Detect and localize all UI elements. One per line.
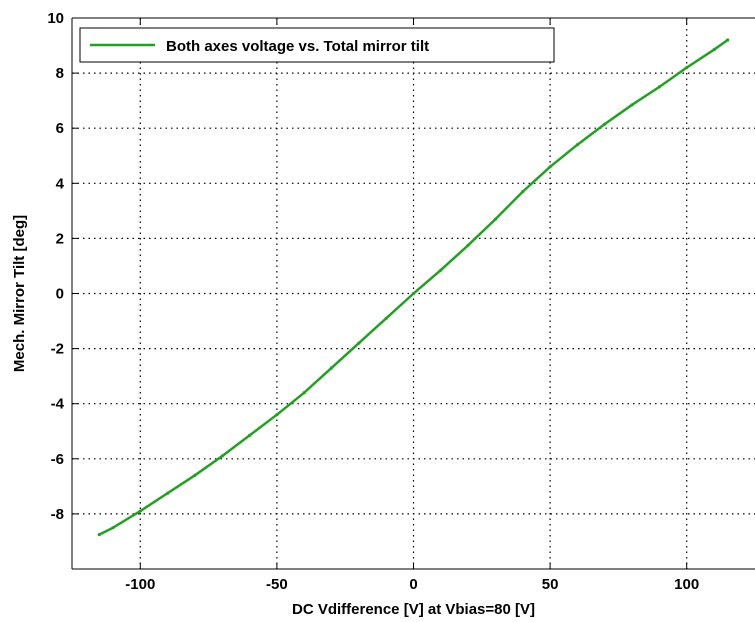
tick-marks	[72, 17, 688, 569]
data-point	[97, 533, 101, 537]
y-axis-label: Mech. Mirror Tilt [deg]	[11, 215, 28, 372]
y-tick-label: 0	[56, 286, 64, 303]
x-tick-label: 50	[542, 576, 559, 593]
x-tick-label: -50	[266, 576, 288, 593]
data-point	[384, 316, 388, 320]
data-point	[575, 143, 580, 147]
data-point	[248, 433, 252, 437]
y-tick-label: 4	[56, 175, 65, 192]
data-point	[166, 491, 170, 495]
data-point	[275, 413, 279, 417]
y-tick-label: 2	[56, 230, 64, 247]
data-point	[329, 366, 334, 370]
data-point	[603, 122, 607, 126]
y-tick-label: -4	[51, 396, 65, 413]
data-point	[138, 509, 142, 513]
legend: Both axes voltage vs. Total mirror tilt	[79, 27, 555, 63]
x-tick-label: 0	[409, 576, 417, 593]
data-point	[712, 48, 716, 52]
y-tick-label: 6	[56, 120, 64, 137]
y-tick-label: -8	[51, 506, 64, 523]
data-point	[411, 291, 416, 296]
data-point	[548, 165, 552, 169]
y-tick-label: 8	[56, 65, 64, 82]
y-tick-label: -2	[51, 341, 64, 358]
data-point	[685, 66, 689, 70]
legend-label: Both axes voltage vs. Total mirror tilt	[166, 38, 429, 55]
data-point	[357, 341, 361, 345]
x-axis-label: DC Vdifference [V] at Vbias=80 [V]	[292, 601, 535, 618]
data-point	[111, 526, 115, 530]
series-markers	[97, 38, 730, 537]
data-point	[193, 473, 197, 477]
x-tick-label: -100	[125, 576, 155, 593]
data-point	[726, 38, 730, 42]
data-point	[220, 454, 224, 458]
data-point	[466, 243, 470, 247]
x-tick-labels: -100 -50 0 50 100	[125, 576, 699, 593]
y-tick-labels: -8 -6 -4 -2 0 2 4 6 8 10	[47, 10, 64, 523]
data-point	[439, 268, 443, 272]
legend-box	[79, 27, 555, 63]
data-point	[302, 391, 306, 395]
x-tick-label: 100	[674, 576, 699, 593]
data-point	[521, 190, 525, 194]
data-point	[657, 85, 662, 89]
data-point	[630, 103, 634, 107]
data-point	[493, 217, 498, 221]
y-tick-label: -6	[51, 451, 64, 468]
y-tick-label: 10	[47, 10, 64, 27]
